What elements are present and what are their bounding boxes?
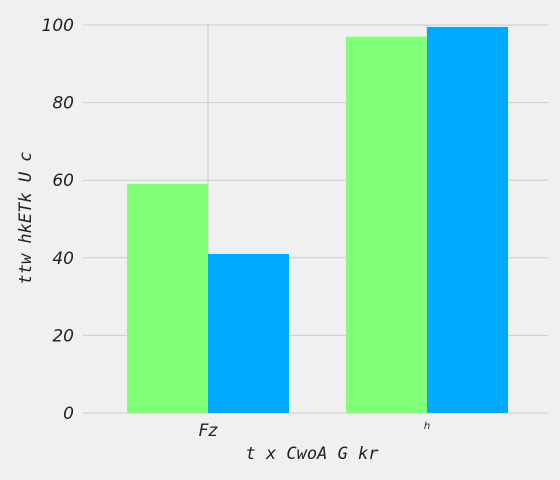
bar-series-2-1 bbox=[208, 253, 289, 413]
bars bbox=[127, 26, 508, 413]
bar-series-2-2 bbox=[427, 26, 508, 413]
y-axis-label: ttw hkETk U c bbox=[16, 151, 36, 284]
y-tick-label: 80 bbox=[52, 94, 74, 114]
x-axis-label: t x CwoA G kr bbox=[245, 444, 379, 464]
x-tick-labels: Fz h bbox=[199, 421, 431, 441]
bar-series-1-1 bbox=[127, 184, 208, 413]
bar-series-1-2 bbox=[346, 36, 427, 413]
y-tick-labels: 0 20 40 60 80 100 bbox=[42, 16, 74, 424]
y-tick-label: 20 bbox=[52, 326, 74, 346]
y-tick-label: 60 bbox=[52, 171, 74, 191]
x-tick-label: Fz bbox=[199, 421, 219, 441]
x-tick-label: h bbox=[424, 421, 430, 432]
y-tick-label: 0 bbox=[63, 404, 74, 424]
y-tick-label: 100 bbox=[42, 16, 74, 36]
y-tick-label: 40 bbox=[52, 249, 74, 269]
